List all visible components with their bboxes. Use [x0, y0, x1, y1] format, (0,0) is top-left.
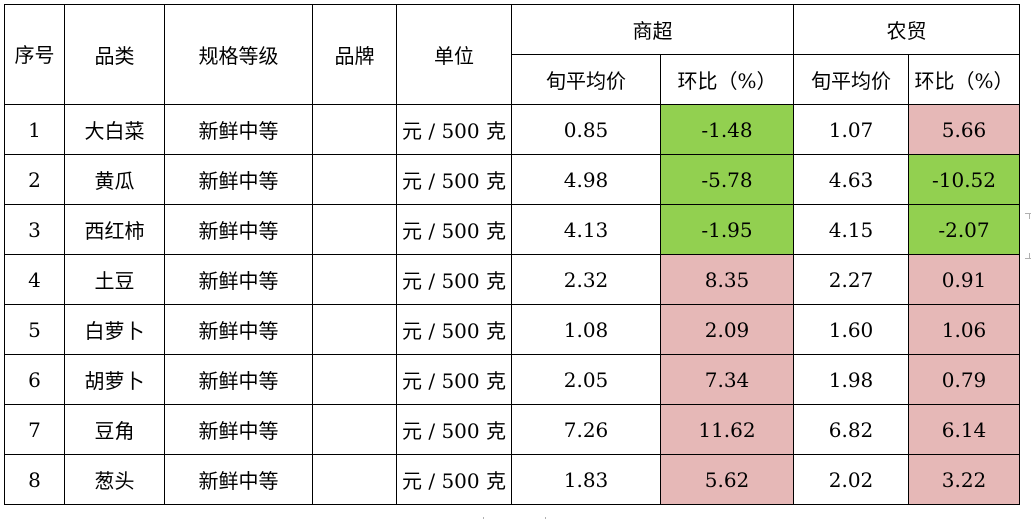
header-farmers-market: 农贸 [793, 4, 1020, 55]
header-supermarket: 商超 [511, 4, 794, 55]
cell-sm-change: 5.62 [660, 454, 794, 505]
cell-fm-change: -2.07 [908, 204, 1020, 255]
cell-seq: 2 [4, 154, 65, 205]
table-edge-marker [1025, 213, 1031, 214]
cell-unit: 元 / 500 克 [396, 354, 512, 405]
cell-unit: 元 / 500 克 [396, 454, 512, 505]
table-row: 7 豆角 新鲜中等 元 / 500 克 7.26 11.62 6.82 6.14 [4, 404, 1020, 455]
table-edge-marker [1025, 258, 1031, 259]
header-fm-avg-price: 旬平均价 [793, 54, 909, 105]
cell-fm-price: 6.82 [793, 404, 909, 455]
table-row: 6 胡萝卜 新鲜中等 元 / 500 克 2.05 7.34 1.98 0.79 [4, 354, 1020, 405]
header-unit: 单位 [396, 4, 512, 105]
cell-sm-change: 2.09 [660, 304, 794, 355]
cell-sm-change: 11.62 [660, 404, 794, 455]
cell-category: 土豆 [64, 254, 165, 305]
cell-brand [312, 354, 397, 405]
cell-unit: 元 / 500 克 [396, 304, 512, 355]
cell-brand [312, 204, 397, 255]
vegetable-price-table: 序号 品类 规格等级 品牌 单位 商超 农贸 旬平均价 环比（%） 旬平均价 环… [4, 4, 1020, 505]
cell-brand [312, 254, 397, 305]
table-edge-marker [545, 517, 546, 519]
table-row: 1 大白菜 新鲜中等 元 / 500 克 0.85 -1.48 1.07 5.6… [4, 104, 1020, 155]
header-brand: 品牌 [312, 4, 397, 105]
table-row: 2 黄瓜 新鲜中等 元 / 500 克 4.98 -5.78 4.63 -10.… [4, 154, 1020, 205]
cell-fm-change: 0.79 [908, 354, 1020, 405]
table-row: 8 葱头 新鲜中等 元 / 500 克 1.83 5.62 2.02 3.22 [4, 454, 1020, 505]
cell-spec: 新鲜中等 [164, 354, 313, 405]
cell-sm-price: 1.08 [511, 304, 661, 355]
header-fm-mom-change: 环比（%） [908, 54, 1020, 105]
cell-seq: 7 [4, 404, 65, 455]
cell-fm-price: 1.07 [793, 104, 909, 155]
table-row: 3 西红柿 新鲜中等 元 / 500 克 4.13 -1.95 4.15 -2.… [4, 204, 1020, 255]
cell-fm-price: 4.63 [793, 154, 909, 205]
cell-sm-change: -1.48 [660, 104, 794, 155]
cell-fm-price: 2.27 [793, 254, 909, 305]
cell-unit: 元 / 500 克 [396, 104, 512, 155]
cell-fm-price: 1.60 [793, 304, 909, 355]
cell-brand [312, 454, 397, 505]
table-row: 4 土豆 新鲜中等 元 / 500 克 2.32 8.35 2.27 0.91 [4, 254, 1020, 305]
cell-spec: 新鲜中等 [164, 254, 313, 305]
cell-sm-change: -1.95 [660, 204, 794, 255]
header-spec: 规格等级 [164, 4, 313, 105]
cell-sm-price: 7.26 [511, 404, 661, 455]
header-category: 品类 [64, 4, 165, 105]
cell-seq: 6 [4, 354, 65, 405]
cell-category: 葱头 [64, 454, 165, 505]
cell-brand [312, 304, 397, 355]
cell-category: 豆角 [64, 404, 165, 455]
cell-fm-price: 1.98 [793, 354, 909, 405]
cell-spec: 新鲜中等 [164, 304, 313, 355]
cell-brand [312, 104, 397, 155]
cell-sm-price: 0.85 [511, 104, 661, 155]
cell-unit: 元 / 500 克 [396, 154, 512, 205]
cell-fm-change: 1.06 [908, 304, 1020, 355]
header-sm-mom-change: 环比（%） [660, 54, 794, 105]
table-body: 1 大白菜 新鲜中等 元 / 500 克 0.85 -1.48 1.07 5.6… [4, 104, 1020, 505]
cell-seq: 4 [4, 254, 65, 305]
cell-category: 大白菜 [64, 104, 165, 155]
cell-sm-price: 4.98 [511, 154, 661, 205]
cell-fm-price: 2.02 [793, 454, 909, 505]
cell-spec: 新鲜中等 [164, 104, 313, 155]
table-row: 5 白萝卜 新鲜中等 元 / 500 克 1.08 2.09 1.60 1.06 [4, 304, 1020, 355]
cell-seq: 8 [4, 454, 65, 505]
cell-spec: 新鲜中等 [164, 204, 313, 255]
cell-fm-price: 4.15 [793, 204, 909, 255]
cell-brand [312, 404, 397, 455]
cell-spec: 新鲜中等 [164, 454, 313, 505]
table-edge-marker [1029, 253, 1030, 259]
cell-sm-price: 1.83 [511, 454, 661, 505]
cell-sm-price: 4.13 [511, 204, 661, 255]
cell-spec: 新鲜中等 [164, 404, 313, 455]
cell-unit: 元 / 500 克 [396, 404, 512, 455]
cell-category: 西红柿 [64, 204, 165, 255]
cell-fm-change: -10.52 [908, 154, 1020, 205]
cell-spec: 新鲜中等 [164, 154, 313, 205]
cell-fm-change: 5.66 [908, 104, 1020, 155]
header-seq: 序号 [4, 4, 65, 105]
header-sm-avg-price: 旬平均价 [511, 54, 661, 105]
cell-sm-price: 2.32 [511, 254, 661, 305]
cell-category: 黄瓜 [64, 154, 165, 205]
cell-unit: 元 / 500 克 [396, 204, 512, 255]
cell-sm-change: -5.78 [660, 154, 794, 205]
table-edge-marker [1029, 213, 1030, 219]
cell-category: 白萝卜 [64, 304, 165, 355]
cell-unit: 元 / 500 克 [396, 254, 512, 305]
cell-brand [312, 154, 397, 205]
cell-sm-price: 2.05 [511, 354, 661, 405]
cell-sm-change: 8.35 [660, 254, 794, 305]
cell-sm-change: 7.34 [660, 354, 794, 405]
cell-fm-change: 0.91 [908, 254, 1020, 305]
cell-fm-change: 6.14 [908, 404, 1020, 455]
cell-seq: 5 [4, 304, 65, 355]
cell-category: 胡萝卜 [64, 354, 165, 405]
cell-seq: 3 [4, 204, 65, 255]
cell-seq: 1 [4, 104, 65, 155]
table-edge-marker [483, 517, 484, 519]
cell-fm-change: 3.22 [908, 454, 1020, 505]
